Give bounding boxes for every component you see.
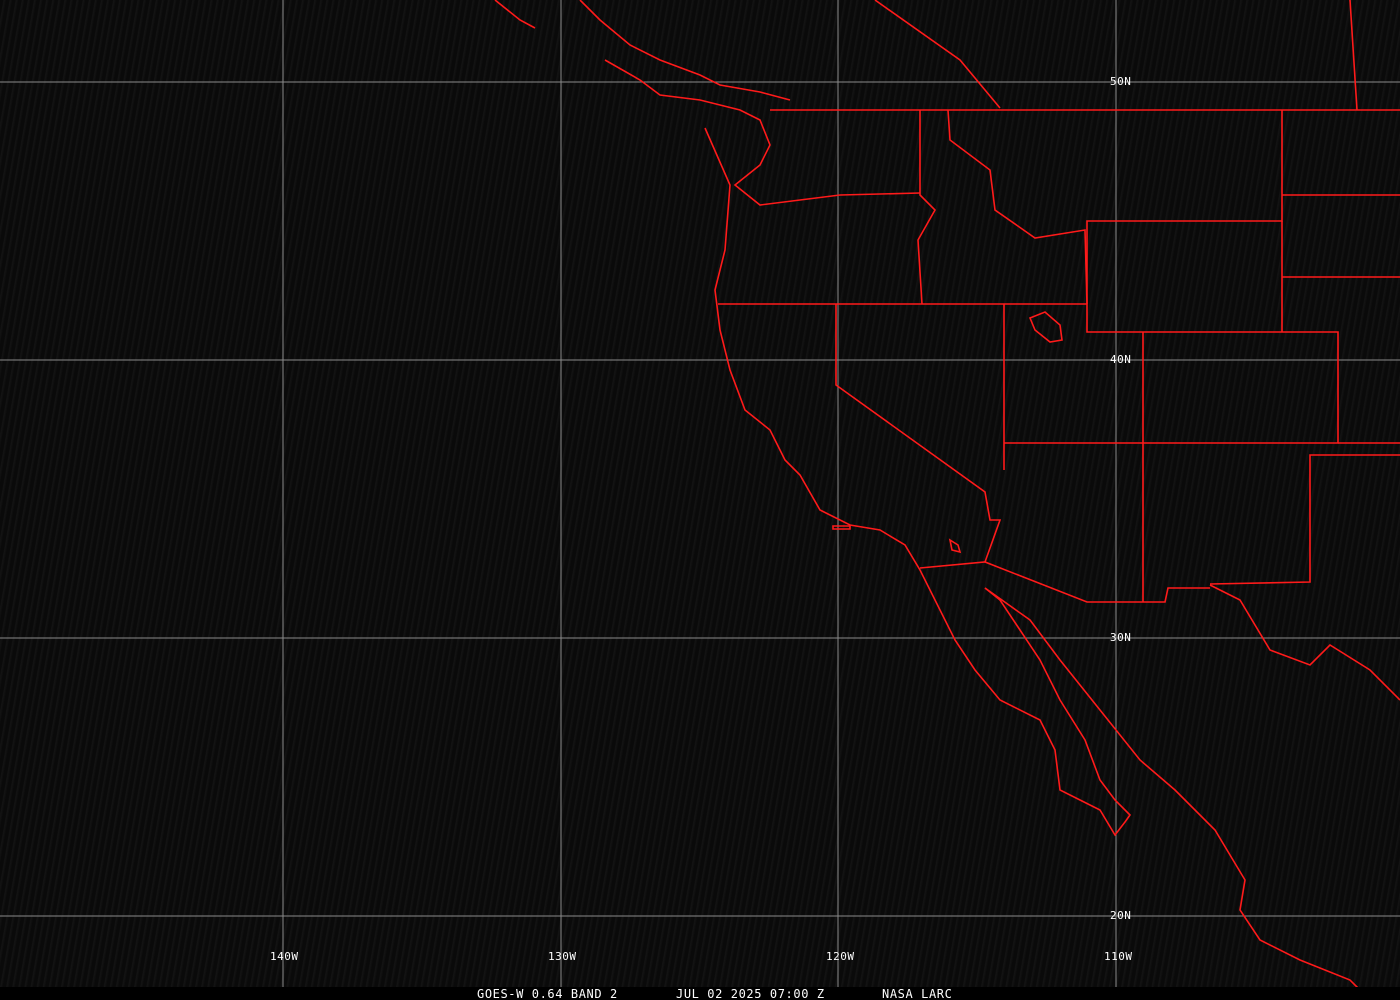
caption-bar: GOES-W 0.64 BAND 2 JUL 02 2025 07:00 Z N… xyxy=(0,987,1400,1000)
lat-label-40n: 40N xyxy=(1110,353,1132,366)
bc-islands xyxy=(579,0,791,101)
tx-nm-border xyxy=(1209,454,1400,585)
datetime-label: JUL 02 2025 07:00 Z xyxy=(676,987,825,1000)
wa-id-border xyxy=(917,110,936,305)
lon-label-120w: 120W xyxy=(826,950,855,963)
lon-label-110w: 110W xyxy=(1104,950,1133,963)
satellite-band-label: GOES-W 0.64 BAND 2 xyxy=(477,987,618,1000)
lat-label-50n: 50N xyxy=(1110,75,1132,88)
ca-nv-border xyxy=(835,304,1002,563)
pacific-coastline xyxy=(704,127,1132,837)
salish-sea-coast xyxy=(604,59,921,206)
rockies-border xyxy=(874,0,1001,109)
nd-sk-border xyxy=(1349,0,1358,111)
boundaries xyxy=(494,0,1400,991)
mainland-mexico-coastline xyxy=(984,587,1361,991)
salton-sea xyxy=(948,538,962,554)
us-mexico-border xyxy=(919,561,1210,603)
great-salt-lake xyxy=(1028,311,1063,343)
gulf-coastline xyxy=(1209,584,1400,701)
source-label: NASA LARC xyxy=(882,987,953,1000)
lat-label-20n: 20N xyxy=(1110,909,1132,922)
lat-label-30n: 30N xyxy=(1110,631,1132,644)
lon-label-130w: 130W xyxy=(548,950,577,963)
bc-coast xyxy=(494,0,536,29)
channel-islands xyxy=(832,525,851,530)
id-mt-border xyxy=(947,109,1088,305)
lon-label-140w: 140W xyxy=(270,950,299,963)
